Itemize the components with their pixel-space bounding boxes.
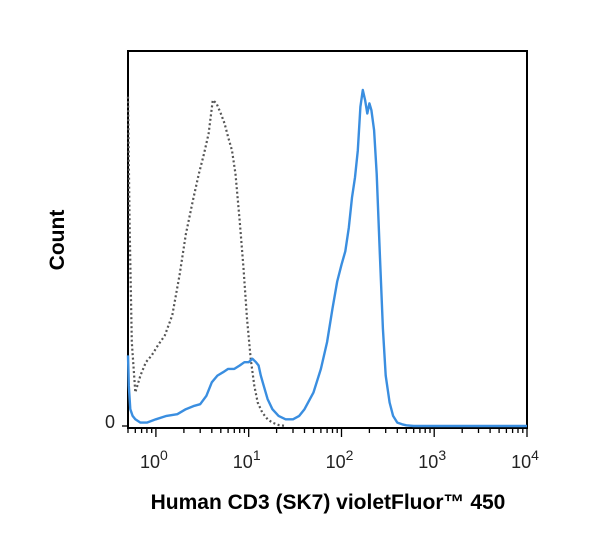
- x-tick-label: 103: [418, 447, 446, 472]
- series-layer: [126, 88, 527, 428]
- plot-frame: [127, 50, 528, 429]
- y-axis-ticks: 0: [105, 412, 128, 432]
- y-axis-title: Count: [46, 210, 69, 271]
- x-axis-ticks: 100 101 102 103 104: [127, 428, 539, 472]
- x-axis-title: Human CD3 (SK7) violetFluor™ 450: [151, 491, 506, 514]
- x-tick-label: 104: [511, 447, 539, 472]
- x-tick-label: 101: [233, 447, 261, 472]
- series-line-control-dotted: [126, 96, 286, 428]
- x-tick-label: 100: [140, 447, 168, 472]
- y-tick-label: 0: [105, 412, 115, 432]
- x-tick-label: 102: [326, 447, 354, 472]
- series-line-stained: [126, 88, 527, 428]
